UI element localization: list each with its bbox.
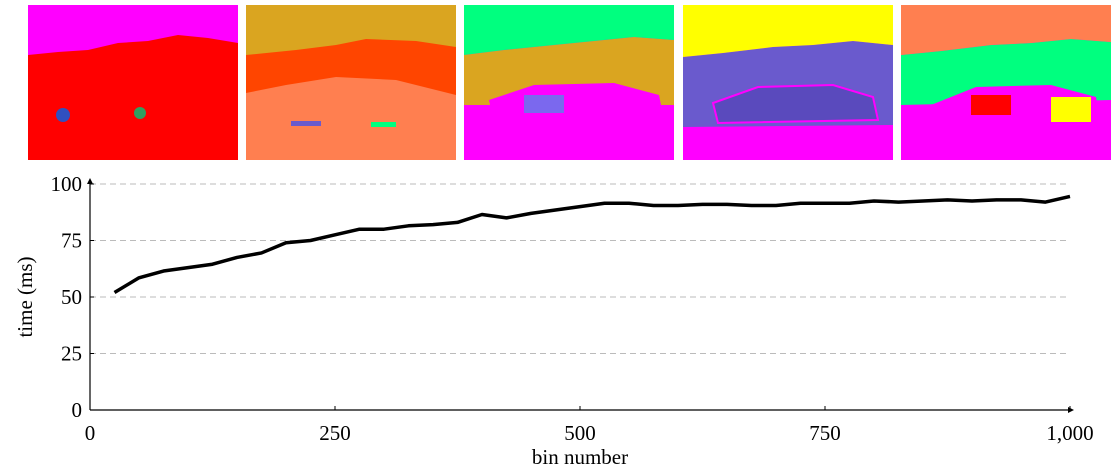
region bbox=[291, 121, 321, 126]
segmentation-image bbox=[901, 5, 1111, 160]
region bbox=[971, 95, 1011, 115]
y-axis-label: time (ms) bbox=[13, 256, 37, 337]
segmentation-image bbox=[683, 5, 893, 160]
x-tick-label: 750 bbox=[809, 421, 841, 445]
region bbox=[524, 95, 564, 113]
y-tick-label: 50 bbox=[61, 285, 82, 309]
segmentation-image bbox=[464, 5, 674, 160]
x-tick-label: 1,000 bbox=[1046, 421, 1093, 445]
x-tick-label: 250 bbox=[319, 421, 351, 445]
data-line bbox=[115, 196, 1071, 292]
figure: 0 25 50 75 100 0 250 500 750 1,000 bin number tim… bbox=[0, 0, 1113, 475]
x-tick-label: 0 bbox=[85, 421, 96, 445]
plot: 0 25 50 75 100 0 250 500 750 1,000 bbox=[51, 172, 1094, 445]
region bbox=[371, 122, 396, 127]
x-tick-label: 500 bbox=[564, 421, 596, 445]
region bbox=[1051, 97, 1091, 122]
y-tick-label: 0 bbox=[72, 398, 83, 422]
segmentation-image bbox=[246, 5, 456, 160]
y-tick-label: 100 bbox=[51, 172, 83, 196]
y-tick-label: 25 bbox=[61, 342, 82, 366]
segmentation-images bbox=[28, 5, 1111, 160]
y-tick-label: 75 bbox=[61, 229, 82, 253]
segmentation-image bbox=[28, 5, 238, 160]
x-axis-label: bin number bbox=[532, 445, 628, 469]
region bbox=[134, 107, 146, 119]
x-axis-arrow bbox=[1068, 407, 1074, 413]
region bbox=[56, 108, 70, 122]
y-axis-arrow bbox=[87, 178, 93, 184]
